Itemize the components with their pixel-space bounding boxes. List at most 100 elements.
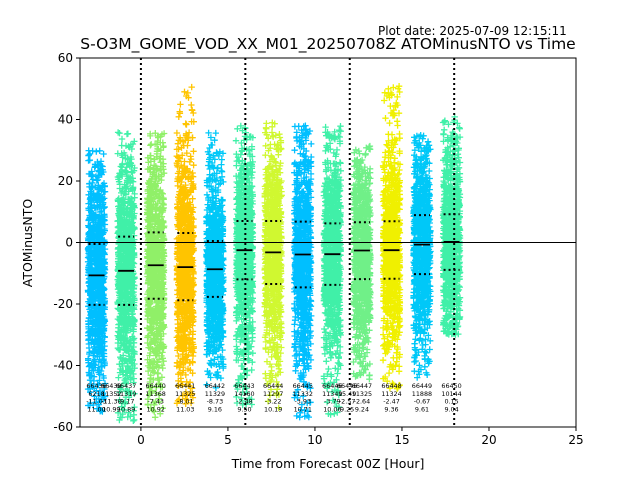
orbit-label-line: -11.30: [101, 398, 122, 406]
orbit-label-line: 11368: [146, 390, 166, 398]
orbit-points: [261, 119, 285, 411]
orbit-label-line: 9.25: [340, 405, 354, 413]
x-tick-label: 5: [224, 433, 232, 447]
x-tick-label: 20: [481, 433, 496, 447]
orbit-label-line: 10.06: [323, 405, 341, 413]
y-tick-label: -40: [53, 359, 73, 373]
orbit-scatter: [232, 122, 257, 409]
orbit-points: [350, 142, 374, 383]
orbit-label: 66440 11368 -7.43 10.92: [146, 382, 166, 413]
orbit-scatter: [84, 147, 109, 415]
orbit-label-line: 11325: [352, 390, 372, 398]
orbit-label-line: 66442: [205, 382, 225, 390]
orbit-label-line: 66440: [146, 382, 166, 390]
orbit-label-line: 66445: [293, 382, 313, 390]
orbit-label-line: -8.73: [207, 398, 224, 406]
orbit-label-line: 9.04: [444, 405, 458, 413]
orbit-points: [439, 113, 464, 338]
orbit-label-line: 66450: [441, 382, 461, 390]
orbit-label-line: 66447: [352, 382, 372, 390]
orbit-label: 66450 10144 0.15 9.04: [441, 382, 461, 413]
orbit-label-line: 11324: [381, 390, 401, 398]
orbit-label-line: 11329: [205, 390, 225, 398]
overlay-layer: 66436 6218 -11.03 11.00 66437 11319 -9.17 10.89…: [80, 58, 576, 427]
orbit-label-line: 11.00: [87, 405, 105, 413]
orbit-label-line: 10.19: [264, 405, 282, 413]
orbit-label-overlap: 66438 11352 -11.30 10.99: [101, 382, 122, 413]
y-tick-label: 0: [65, 236, 73, 250]
orbit-label-line: 11352: [101, 390, 121, 398]
orbit-label-line: 6218: [88, 390, 104, 398]
orbit-points: [173, 83, 197, 407]
orbit-scatter: [203, 129, 227, 391]
orbit-label: 66441 11325 -8.01 11.03: [175, 382, 195, 413]
orbit-points: [379, 83, 404, 392]
orbit-scatter: [291, 122, 315, 421]
orbit-label: 66445 11332 -3.93 10.71: [293, 382, 313, 413]
orbit-label-line: 66436: [86, 382, 106, 390]
orbit-label-line: 10.89: [117, 405, 135, 413]
orbit-label-line: -7.43: [147, 398, 164, 406]
orbit-label-line: 66441: [175, 382, 195, 390]
x-axis-label: Time from Forecast 00Z [Hour]: [231, 456, 425, 471]
orbit-scatter: [350, 142, 374, 383]
y-tick-label: 60: [58, 51, 73, 65]
orbit-scatter: [410, 132, 434, 381]
y-tick-label: -60: [53, 420, 73, 434]
orbit-scatter: [261, 119, 285, 411]
y-tick-label: -20: [53, 297, 73, 311]
orbit-label-line: -2.48: [236, 398, 253, 406]
orbit-label-line: 11297: [263, 390, 283, 398]
orbit-label-line: -8.01: [177, 398, 194, 406]
orbit-label: 66442 11329 -8.73 9.16: [205, 382, 225, 413]
orbit-label-line: 66444: [263, 382, 283, 390]
orbit-label-line: 11332: [293, 390, 313, 398]
plot-date: Plot date: 2025-07-09 12:15:11: [378, 24, 567, 38]
orbit-label-line: 11888: [412, 390, 432, 398]
orbit-label-line: 10.71: [294, 405, 312, 413]
orbit-label-line: -2.64: [354, 398, 371, 406]
orbit-label-overlap: 66446 15.49 -2.57 9.25: [337, 382, 357, 413]
x-tick-label: 15: [394, 433, 409, 447]
orbit-label-line: 9.24: [355, 405, 369, 413]
orbit-label-line: 66446: [337, 382, 357, 390]
orbit-label-line: 11325: [175, 390, 195, 398]
axes-layer: 0 5 10 15 20 25 -60 -40 -20 0 20 40 60: [53, 51, 583, 447]
orbit-label: 66436 6218 -11.03 11.00: [86, 382, 107, 413]
orbit-label-line: -2.47: [383, 398, 400, 406]
orbit-label-line: 0.15: [444, 398, 458, 406]
orbit-scatter: [439, 113, 464, 338]
orbit-label-line: 11.03: [176, 405, 194, 413]
orbit-label: 66446 11349 -3.79 10.06: [322, 382, 342, 413]
orbit-label-line: 15.49: [338, 390, 356, 398]
orbit-label: 66444 11297 -3.22 10.19: [263, 382, 283, 413]
orbit-label: 66449 11888 -0.67 9.61: [412, 382, 432, 413]
orbit-scatter: [144, 130, 168, 421]
orbit-label-line: 10.92: [147, 405, 165, 413]
orbit-points: [320, 123, 344, 418]
orbit-label-line: 10144: [441, 390, 461, 398]
orbit-label-line: -3.93: [294, 398, 311, 406]
orbit-label-line: -11.03: [86, 398, 107, 406]
scatter-layer: [84, 83, 464, 424]
orbit-points: [232, 122, 257, 409]
orbit-label-line: 66448: [381, 382, 401, 390]
orbit-points: [84, 147, 109, 415]
orbit-points: [410, 132, 434, 381]
orbit-label-line: 10.99: [102, 405, 120, 413]
x-tick-label: 25: [568, 433, 583, 447]
orbit-label-line: -3.79: [324, 398, 341, 406]
orbit-scatter: [173, 83, 197, 407]
orbit-label-line: -2.57: [339, 398, 356, 406]
y-axis-label: ATOMinusNTO: [20, 199, 35, 288]
orbit-label-line: 66438: [101, 382, 121, 390]
y-tick-label: 20: [58, 174, 73, 188]
x-tick-label: 10: [307, 433, 322, 447]
orbit-label-line: 9.61: [415, 405, 429, 413]
orbit-label-line: -0.67: [414, 398, 431, 406]
orbit-label: 66437 11319 -9.17 10.89: [116, 382, 136, 413]
orbit-label-line: 9.16: [208, 405, 222, 413]
orbit-label-line: -3.22: [265, 398, 282, 406]
chart-title: S-O3M_GOME_VOD_XX_M01_20250708Z ATOMinus…: [80, 35, 576, 53]
